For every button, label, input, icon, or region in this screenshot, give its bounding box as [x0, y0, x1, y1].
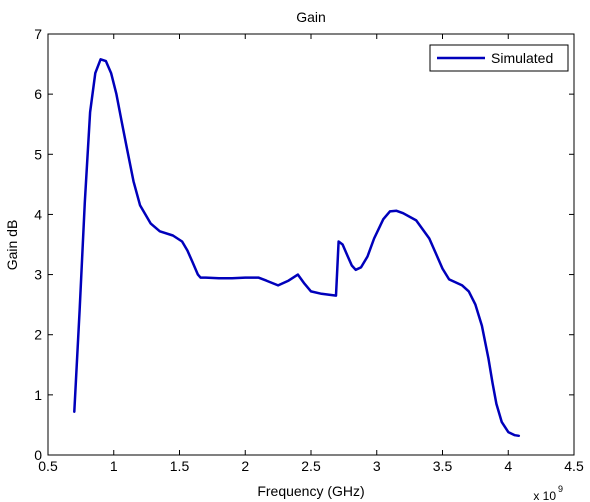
legend-label-simulated: Simulated [491, 50, 553, 66]
x-tick-label: 4 [504, 458, 512, 474]
y-tick-label: 7 [34, 26, 42, 42]
y-tick-label: 0 [34, 447, 42, 463]
series-line-simulated [73, 58, 521, 438]
y-tick-label: 1 [34, 387, 42, 403]
y-tick-label: 5 [34, 146, 42, 162]
y-tick-label: 4 [34, 206, 42, 222]
y-tick-label: 6 [34, 86, 42, 102]
x-tick-label: 3 [373, 458, 381, 474]
tick-group [47, 33, 575, 456]
x-tick-label: 0.5 [38, 458, 58, 474]
y-tick-label: 3 [34, 267, 42, 283]
tick-label-group: 0.5 1 1.5 2 2.5 3 3.5 4 4.5 0 1 2 3 4 5 6 7 [34, 26, 584, 474]
x-tick-label: 3.5 [433, 458, 453, 474]
legend: Simulated [429, 44, 569, 72]
y-axis-title: Gain dB [4, 220, 20, 271]
x-axis-multiplier-exponent: 9 [558, 484, 563, 494]
x-axis-multiplier: x 10 [533, 489, 556, 502]
x-tick-label: 2.5 [301, 458, 321, 474]
x-tick-label: 1.5 [170, 458, 190, 474]
x-tick-label: 4.5 [564, 458, 584, 474]
y-tick-label: 2 [34, 327, 42, 343]
x-axis-title: Frequency (GHz) [257, 483, 364, 499]
x-tick-label: 2 [241, 458, 249, 474]
plot-area [47, 33, 575, 456]
x-tick-label: 1 [110, 458, 118, 474]
chart-title: Gain [296, 9, 326, 25]
